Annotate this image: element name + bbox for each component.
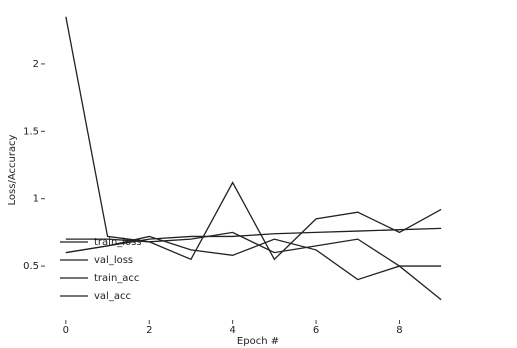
x-tick-label: 2 (146, 325, 152, 336)
legend-label: train_acc (94, 273, 139, 284)
series-line (65, 16, 442, 301)
y-tick-label: 2 (33, 59, 39, 70)
series-line (65, 181, 442, 261)
y-tick-label: 1 (33, 194, 39, 205)
x-tick-label: 0 (63, 325, 69, 336)
legend-label: val_acc (94, 291, 131, 302)
series-line (65, 227, 442, 254)
x-tick-label: 4 (229, 325, 235, 336)
x-axis-label: Epoch # (237, 336, 279, 347)
x-tick-label: 6 (313, 325, 319, 336)
y-tick-label: 1.5 (23, 126, 39, 137)
legend-label: train_loss (94, 237, 142, 248)
y-axis-label: Loss/Accuracy (7, 134, 18, 205)
series-line (65, 235, 442, 281)
y-tick-label: 0.5 (23, 261, 39, 272)
x-tick-label: 8 (396, 325, 402, 336)
legend-label: val_loss (94, 255, 133, 266)
